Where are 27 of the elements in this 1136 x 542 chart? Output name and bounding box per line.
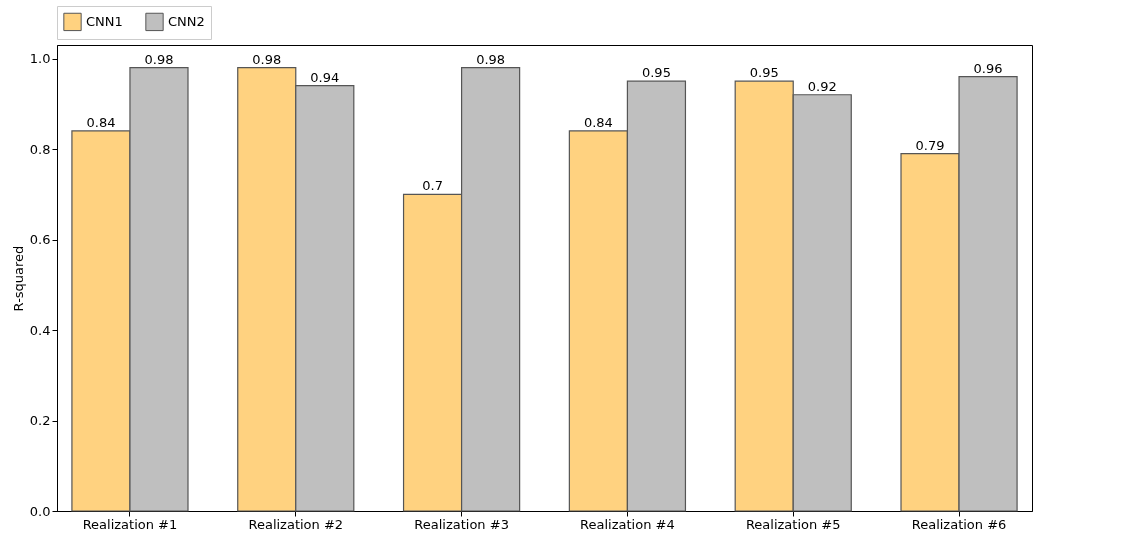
- y-axis-title: R-squared: [10, 245, 26, 312]
- y-tick-label: 0.6: [29, 232, 51, 248]
- data-label: 0.79: [915, 137, 945, 153]
- y-tick-label: 0.8: [29, 141, 51, 157]
- y-tick-label: 0.2: [29, 413, 51, 429]
- x-tick-label: Realization #2: [248, 516, 344, 532]
- data-label: 0.7: [422, 178, 443, 194]
- data-label: 0.96: [973, 60, 1003, 76]
- x-tick-label: Realization #3: [414, 516, 509, 532]
- data-label: 0.95: [749, 65, 779, 81]
- data-label: 0.95: [641, 65, 671, 81]
- x-tick-label: Realization #5: [745, 516, 841, 532]
- data-label: 0.84: [583, 114, 613, 130]
- x-tick-label: Realization #4: [580, 516, 675, 532]
- data-label: 0.98: [476, 51, 506, 67]
- data-label: 0.92: [807, 78, 837, 94]
- y-tick-label: 0.4: [29, 322, 51, 338]
- x-tick-label: Realization #1: [82, 516, 178, 532]
- data-label: 0.98: [144, 51, 174, 67]
- data-label: 0.84: [86, 114, 116, 130]
- legend-label: CNN1: [86, 13, 123, 29]
- data-label: 0.94: [310, 69, 340, 85]
- y-tick-label: 1.0: [29, 51, 51, 67]
- x-tick-label: Realization #6: [911, 516, 1007, 532]
- y-tick-label: 0.0: [29, 503, 51, 519]
- legend-label: CNN2: [168, 13, 205, 29]
- data-label: 0.98: [252, 51, 282, 67]
